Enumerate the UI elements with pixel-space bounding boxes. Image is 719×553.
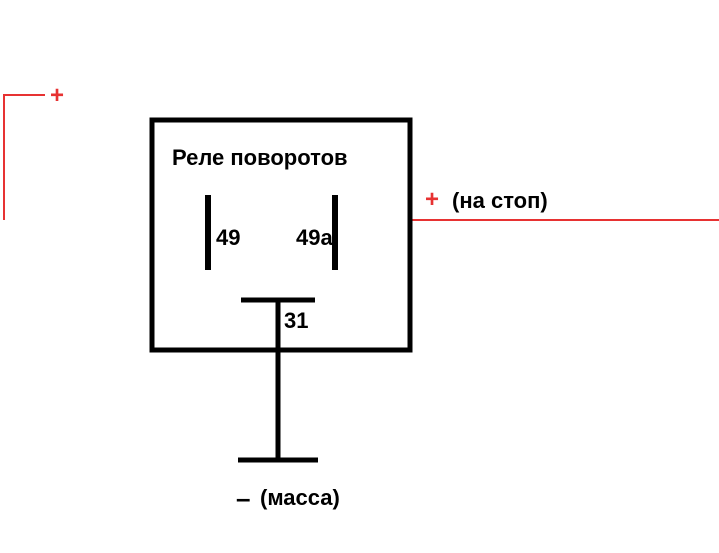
terminal-31-label: 31 <box>284 308 308 334</box>
relay-title: Реле поворотов <box>172 145 348 171</box>
ground-label: (масса) <box>260 485 340 511</box>
plus-input-label: + <box>50 82 64 110</box>
wire-plus-input <box>4 95 45 220</box>
terminal-49a-label: 49а <box>296 225 333 251</box>
terminal-49-label: 49 <box>216 225 240 251</box>
plus-output-label: (на стоп) <box>452 188 548 214</box>
schematic-diagram: + Реле поворотов 49 49а 31 + (на стоп) –… <box>0 0 719 553</box>
plus-output-symbol: + <box>425 186 439 214</box>
diagram-svg <box>0 0 719 553</box>
ground-minus-symbol: – <box>236 483 250 514</box>
